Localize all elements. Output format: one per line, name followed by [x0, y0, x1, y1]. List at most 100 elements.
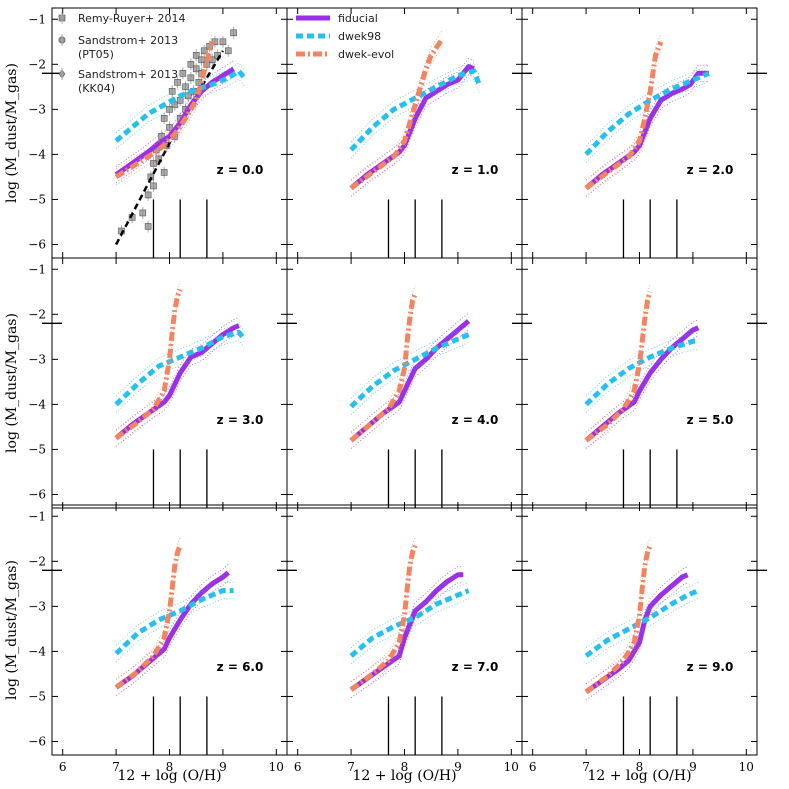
- panel-60: −1 −2 −3 −4 −5 −6 6 7 8 9 10 z = 6.0: [28, 504, 288, 774]
- series-line-fiducial: [349, 572, 464, 692]
- series-envelope-fiducial: [115, 564, 229, 680]
- series-line-dwek-evol: [114, 544, 183, 690]
- observation-point: [187, 61, 195, 68]
- redshift-label: z = 0.0: [217, 163, 264, 177]
- redshift-label: z = 4.0: [452, 413, 499, 427]
- y-tick-label: −6: [28, 487, 46, 501]
- x-tick-label: 6: [294, 760, 302, 774]
- y-tick-label: −2: [28, 307, 46, 321]
- panel-frame: [286, 257, 523, 509]
- observation-point: [224, 47, 232, 55]
- legend-label: Sandstrom+ 2013: [78, 68, 178, 81]
- x-tick-label: 8: [401, 760, 409, 774]
- series-envelope-dwek-evol: [585, 299, 651, 449]
- redshift-label: z = 2.0: [687, 163, 734, 177]
- observation-point: [139, 209, 147, 217]
- redshift-label: z = 6.0: [217, 660, 264, 674]
- series-envelope-fiducial: [350, 74, 475, 197]
- panel-20: z = 2.0: [512, 7, 767, 259]
- series-line-fiducial: [114, 570, 230, 690]
- legend-label-sub: (KK04): [78, 82, 115, 95]
- y-tick-label: −1: [28, 12, 46, 26]
- panel-00: −1 −2 −3 −4 −5 −6 z = 0.0: [28, 7, 288, 259]
- observation-point: [160, 169, 168, 176]
- y-tick-label: −4: [28, 644, 46, 658]
- series-envelope-dwek-evol: [350, 301, 416, 449]
- y-tick-label: −1: [28, 262, 46, 276]
- series-envelope-dwek98: [115, 339, 245, 413]
- observation-point: [150, 160, 157, 167]
- panel-frame: [51, 504, 288, 756]
- series-line-dwek-evol: [349, 293, 418, 443]
- series-envelope-dwek98: [585, 81, 710, 163]
- panel-10: z = 1.0: [277, 7, 523, 259]
- series-envelope-dwek-evol: [115, 297, 181, 447]
- series-envelope-dwek-evol: [350, 31, 443, 181]
- series-line-dwek98: [584, 338, 699, 407]
- panel-frame: [51, 257, 288, 509]
- x-tick-label: 9: [219, 760, 227, 774]
- y-tick-label: −6: [28, 734, 46, 748]
- series-line-dwek-evol: [584, 291, 653, 443]
- x-axis-label: 12 + log (O/H): [587, 768, 691, 784]
- series-line-dwek98: [114, 588, 234, 656]
- series-line-fiducial: [584, 572, 689, 694]
- series-line-dwek98: [349, 332, 470, 409]
- series-line-dwek98: [584, 588, 700, 658]
- series-line-dwek-evol: [114, 288, 183, 441]
- observation-point: [200, 47, 208, 55]
- observation-point: [150, 182, 157, 190]
- panel-40: z = 4.0: [277, 257, 523, 509]
- x-tick-label: 7: [347, 760, 355, 774]
- observation-point: [192, 65, 200, 73]
- series-envelope-dwek-evol: [115, 281, 181, 431]
- series-envelope-dwek-evol: [350, 553, 416, 699]
- series-line-dwek98: [114, 68, 247, 143]
- series-envelope-fiducial: [585, 64, 709, 181]
- observation-point: [144, 191, 152, 199]
- x-axis-label: 12 + log (O/H): [352, 768, 456, 784]
- y-tick-label: −4: [28, 147, 46, 161]
- x-tick-label: 6: [529, 760, 537, 774]
- x-tick-label: 10: [504, 760, 519, 774]
- x-axis-label: 12 + log (O/H): [117, 768, 221, 784]
- observation-point: [166, 124, 173, 131]
- observation-point: [182, 83, 189, 91]
- series-line-dwek-evol: [349, 38, 444, 191]
- observation-point: [160, 115, 168, 122]
- y-tick-label: −5: [28, 689, 46, 703]
- series-envelope-dwek-evol: [350, 47, 443, 197]
- panel-70: 6 7 8 9 10 z = 7.0: [277, 504, 523, 774]
- x-tick-label: 7: [112, 760, 120, 774]
- legend-label: Sandstrom+ 2013: [78, 34, 178, 47]
- x-tick-label: 7: [582, 760, 590, 774]
- legend-label: Remy-Ruyer+ 2014: [78, 12, 186, 25]
- series-envelope-dwek98: [350, 598, 469, 665]
- panel-frame: [286, 7, 523, 259]
- redshift-label: z = 1.0: [452, 163, 499, 177]
- panel-50: z = 5.0: [512, 257, 767, 509]
- y-tick-label: −3: [28, 352, 46, 366]
- series-envelope-dwek-evol: [115, 553, 181, 696]
- y-tick-label: −4: [28, 397, 46, 411]
- series-envelope-fiducial: [585, 81, 709, 197]
- series-envelope-dwek98: [115, 62, 245, 134]
- series-envelope-fiducial: [115, 580, 229, 696]
- y-tick-label: −1: [28, 509, 46, 523]
- x-tick-label: 9: [689, 760, 697, 774]
- observation-point: [219, 38, 227, 46]
- y-tick-label: −5: [28, 192, 46, 206]
- legend-label: dwek98: [338, 30, 381, 43]
- x-tick-label: 6: [59, 760, 67, 774]
- observation-fit-line: [114, 50, 224, 246]
- y-tick-label: −2: [28, 57, 46, 71]
- series-line-dwek-evol: [349, 544, 418, 692]
- panel-frame: [521, 7, 758, 259]
- series-line-dwek-evol: [584, 544, 653, 694]
- redshift-label: z = 9.0: [687, 660, 734, 674]
- panel-frame: [521, 504, 758, 756]
- y-tick-label: −3: [28, 102, 46, 116]
- panel-frame: [521, 257, 758, 509]
- series-line-dwek98: [349, 68, 482, 152]
